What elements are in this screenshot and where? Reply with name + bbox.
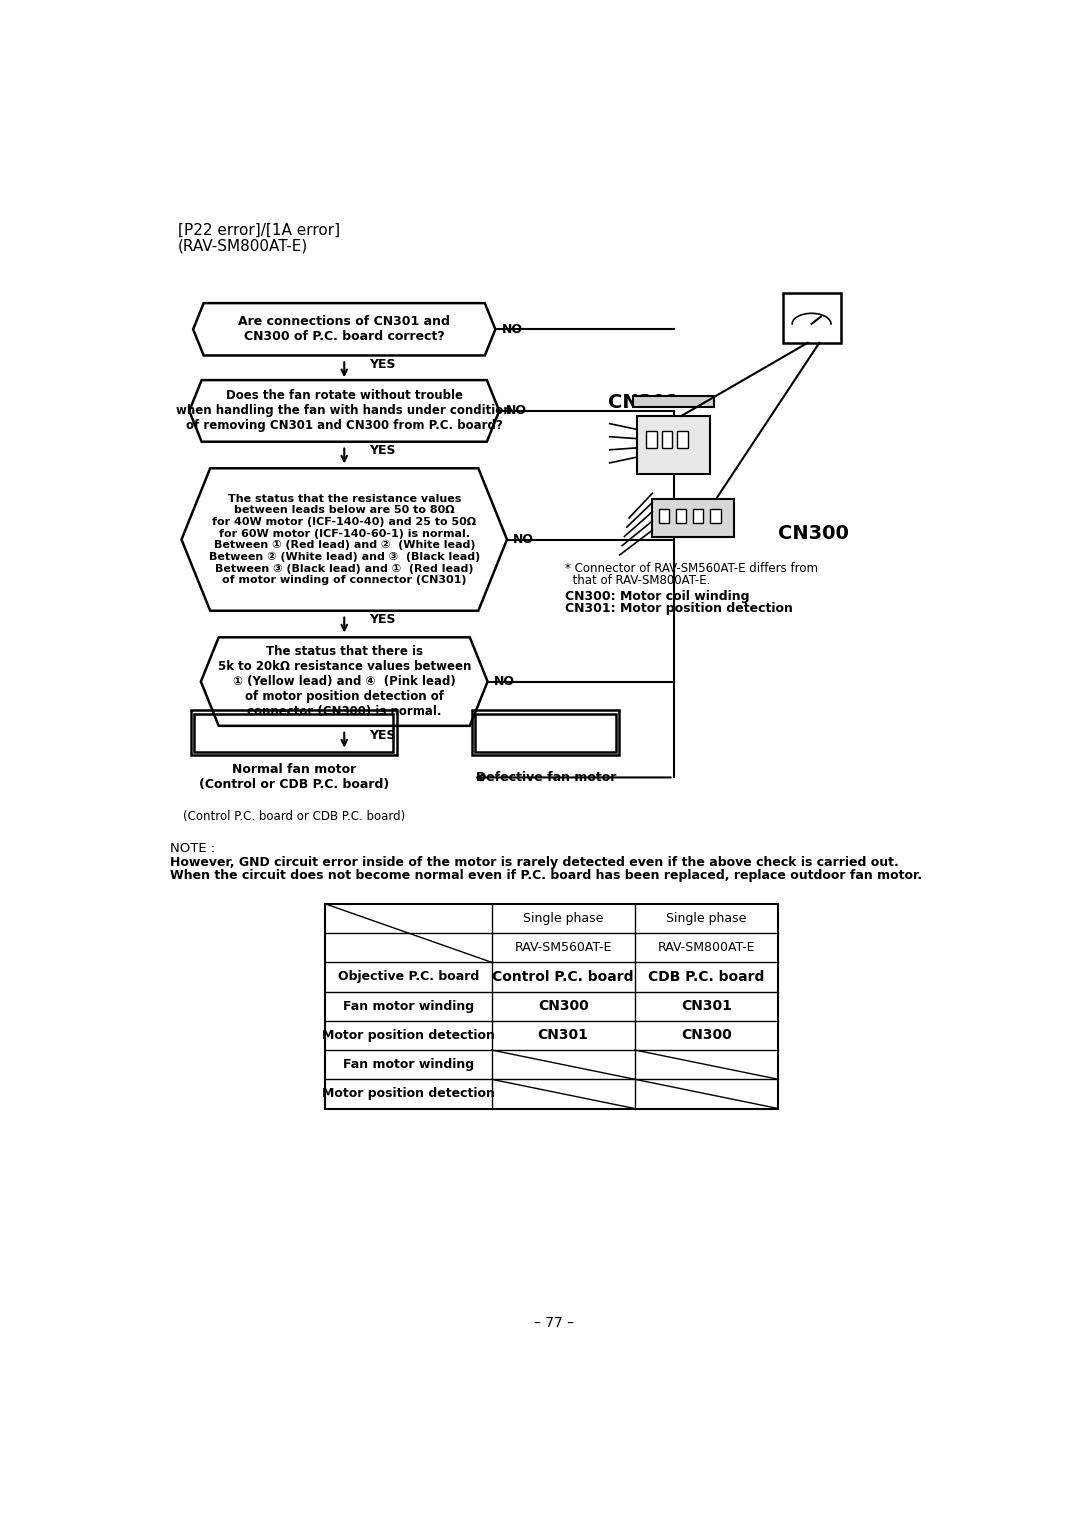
Text: Does the fan rotate without trouble
when handling the fan with hands under condi: Does the fan rotate without trouble when… — [176, 389, 512, 433]
Text: CN300: CN300 — [538, 999, 589, 1013]
Text: (Control P.C. board or CDB P.C. board): (Control P.C. board or CDB P.C. board) — [183, 810, 405, 824]
Bar — [662, 432, 673, 448]
Bar — [325, 904, 779, 1109]
Text: The status that there is
5k to 20kΩ resistance values between
① (Yellow lead) an: The status that there is 5k to 20kΩ resi… — [217, 645, 471, 718]
Bar — [475, 714, 617, 752]
Text: RAV-SM800AT-E: RAV-SM800AT-E — [658, 941, 755, 955]
Text: Fan motor winding: Fan motor winding — [342, 999, 474, 1013]
Text: CN301: CN301 — [608, 393, 679, 412]
Text: CN300: Motor coil winding: CN300: Motor coil winding — [565, 590, 750, 602]
Text: [P22 error]/[1A error]: [P22 error]/[1A error] — [177, 223, 340, 238]
Text: CN301: CN301 — [681, 999, 732, 1013]
Text: RAV-SM560AT-E: RAV-SM560AT-E — [514, 941, 612, 955]
Text: NO: NO — [505, 404, 526, 418]
Text: CDB P.C. board: CDB P.C. board — [648, 970, 765, 984]
Text: Single phase: Single phase — [666, 912, 746, 924]
Text: YES: YES — [369, 613, 395, 627]
Text: NOTE :: NOTE : — [170, 842, 215, 856]
Bar — [646, 432, 657, 448]
Bar — [692, 509, 703, 523]
Bar — [783, 293, 840, 343]
Text: YES: YES — [369, 444, 395, 458]
Text: Motor position detection: Motor position detection — [322, 1029, 495, 1042]
Bar — [194, 714, 393, 752]
Bar — [676, 509, 687, 523]
Text: NO: NO — [501, 323, 523, 336]
Text: NO: NO — [513, 534, 535, 546]
Text: Motor position detection: Motor position detection — [322, 1087, 495, 1101]
Bar — [472, 711, 619, 755]
Text: YES: YES — [369, 358, 395, 371]
Text: Single phase: Single phase — [523, 912, 604, 924]
Text: that of RAV-SM800AT-E.: that of RAV-SM800AT-E. — [565, 573, 711, 587]
Text: Defective fan motor: Defective fan motor — [475, 772, 616, 784]
Bar — [652, 499, 733, 537]
Text: Control P.C. board: Control P.C. board — [492, 970, 634, 984]
Bar — [191, 711, 396, 755]
Text: – 77 –: – 77 – — [534, 1316, 573, 1330]
Bar — [637, 416, 711, 474]
Text: CN300: CN300 — [779, 525, 849, 543]
Text: NO: NO — [494, 676, 515, 688]
Text: Normal fan motor
(Control or CDB P.C. board): Normal fan motor (Control or CDB P.C. bo… — [199, 764, 389, 791]
Text: CN301: Motor position detection: CN301: Motor position detection — [565, 602, 793, 615]
Bar — [659, 509, 670, 523]
Text: Are connections of CN301 and
CN300 of P.C. board correct?: Are connections of CN301 and CN300 of P.… — [239, 316, 450, 343]
Text: YES: YES — [369, 729, 395, 741]
Bar — [710, 509, 720, 523]
Text: CN300: CN300 — [681, 1028, 732, 1043]
Text: However, GND circuit error inside of the motor is rarely detected even if the ab: However, GND circuit error inside of the… — [170, 856, 899, 869]
Text: Fan motor winding: Fan motor winding — [342, 1058, 474, 1071]
Text: Objective P.C. board: Objective P.C. board — [338, 970, 478, 984]
Text: The status that the resistance values
between leads below are 50 to 80Ω
for 40W : The status that the resistance values be… — [208, 494, 480, 586]
Text: (RAV-SM800AT-E): (RAV-SM800AT-E) — [177, 238, 308, 253]
Bar — [633, 396, 714, 407]
Text: When the circuit does not become normal even if P.C. board has been replaced, re: When the circuit does not become normal … — [170, 869, 922, 881]
Bar — [677, 432, 688, 448]
Text: CN301: CN301 — [538, 1028, 589, 1043]
Text: * Connector of RAV-SM560AT-E differs from: * Connector of RAV-SM560AT-E differs fro… — [565, 561, 819, 575]
